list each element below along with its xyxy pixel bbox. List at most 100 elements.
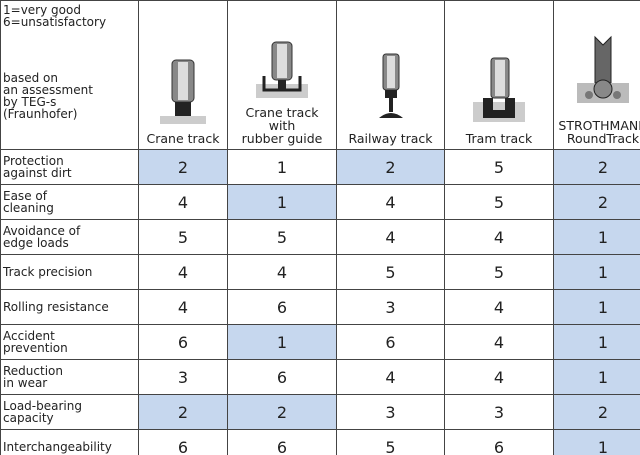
rating-cell: 2 xyxy=(553,184,640,220)
rating-cell: 2 xyxy=(336,149,445,185)
column-header-line: rubber guide xyxy=(241,131,323,146)
icon xyxy=(577,35,629,103)
rating-cell: 4 xyxy=(138,254,228,290)
table-row: Accident prevention 6 1 6 4 1 xyxy=(0,324,640,360)
rating-cell: 1 xyxy=(553,359,640,395)
row-label-line: Reduction xyxy=(3,364,63,378)
rating-cell: 5 xyxy=(336,254,445,290)
row-label-line: cleaning xyxy=(3,201,54,215)
column-header: STROTHMANN RoundTrack xyxy=(553,0,640,150)
row-label: Load-bearing capacity xyxy=(0,394,139,430)
rating-cell: 5 xyxy=(444,184,554,220)
rating-cell: 4 xyxy=(444,289,554,325)
row-label: Protection against dirt xyxy=(0,149,139,185)
row-label-line: prevention xyxy=(3,341,68,355)
column-header: Crane track xyxy=(138,0,228,150)
rating-cell: 1 xyxy=(553,254,640,290)
note-line: an assessment xyxy=(3,83,93,97)
rating-cell: 3 xyxy=(444,394,554,430)
row-label-line: Ease of xyxy=(3,189,47,203)
row-label: Interchangeability xyxy=(0,429,139,455)
row-label: Rolling resistance xyxy=(0,289,139,325)
row-label-line: Accident xyxy=(3,329,55,343)
rating-cell: 1 xyxy=(553,429,640,455)
rating-cell: 6 xyxy=(227,359,337,395)
row-label-line: Protection xyxy=(3,154,64,168)
icon xyxy=(473,57,525,122)
column-header-line: Crane track xyxy=(146,131,220,146)
rating-cell: 1 xyxy=(553,289,640,325)
icon xyxy=(378,53,403,118)
rating-cell: 2 xyxy=(553,149,640,185)
rating-cell: 4 xyxy=(444,219,554,255)
rating-cell: 4 xyxy=(336,184,445,220)
column-header: Tram track xyxy=(444,0,554,150)
icon xyxy=(256,41,308,98)
table-row: Reduction in wear 3 6 4 4 1 xyxy=(0,359,640,395)
row-label-line: in wear xyxy=(3,376,48,390)
rating-cell: 5 xyxy=(138,219,228,255)
note-line: by TEG-s xyxy=(3,95,57,109)
row-label-line: Avoidance of xyxy=(3,224,81,238)
rating-cell: 6 xyxy=(227,289,337,325)
note-line: 1=very good xyxy=(3,3,81,17)
rating-cell: 6 xyxy=(227,429,337,455)
rating-cell: 4 xyxy=(227,254,337,290)
column-header: Railway track xyxy=(336,0,445,150)
column-header-line: STROTHMANN xyxy=(558,118,640,133)
rating-cell: 4 xyxy=(444,324,554,360)
rating-cell: 4 xyxy=(336,219,445,255)
rating-cell: 4 xyxy=(138,184,228,220)
table-row: Track precision 4 4 5 5 1 xyxy=(0,254,640,290)
rating-cell: 2 xyxy=(138,149,228,185)
table-row: Protection against dirt 2 1 2 5 2 xyxy=(0,149,640,185)
column-header: Crane track with rubber guide xyxy=(227,0,337,150)
rating-cell: 5 xyxy=(444,149,554,185)
rating-cell: 1 xyxy=(227,184,337,220)
row-label-line: edge loads xyxy=(3,236,69,250)
rating-cell: 4 xyxy=(138,289,228,325)
rating-cell: 3 xyxy=(336,289,445,325)
row-label-line: Interchangeability xyxy=(3,440,112,454)
rating-cell: 1 xyxy=(227,149,337,185)
table-row: Rolling resistance 4 6 3 4 1 xyxy=(0,289,640,325)
rating-cell: 6 xyxy=(138,324,228,360)
rating-cell: 3 xyxy=(336,394,445,430)
icon xyxy=(160,59,206,124)
rating-cell: 1 xyxy=(227,324,337,360)
rating-cell: 3 xyxy=(138,359,228,395)
column-header-line: with xyxy=(268,118,296,133)
rating-cell: 1 xyxy=(553,219,640,255)
column-header-line: Crane track xyxy=(245,105,319,120)
rating-cell: 5 xyxy=(444,254,554,290)
table-row: Avoidance of edge loads 5 5 4 4 1 xyxy=(0,219,640,255)
row-label: Ease of cleaning xyxy=(0,184,139,220)
rating-cell: 2 xyxy=(227,394,337,430)
rating-cell: 5 xyxy=(227,219,337,255)
row-label-line: Rolling resistance xyxy=(3,300,109,314)
row-label-line: Track precision xyxy=(3,265,93,279)
row-label: Avoidance of edge loads xyxy=(0,219,139,255)
column-header-line: Railway track xyxy=(348,131,433,146)
note-line: (Fraunhofer) xyxy=(3,107,78,121)
table-row: Interchangeability 6 6 5 6 1 xyxy=(0,429,640,455)
rating-cell: 6 xyxy=(444,429,554,455)
row-label-line: against dirt xyxy=(3,166,72,180)
row-label-line: Load-bearing xyxy=(3,399,82,413)
rating-cell: 2 xyxy=(138,394,228,430)
column-header-line: Tram track xyxy=(465,131,533,146)
row-label: Accident prevention xyxy=(0,324,139,360)
table-row: Ease of cleaning 4 1 4 5 2 xyxy=(0,184,640,220)
rating-cell: 6 xyxy=(138,429,228,455)
rating-cell: 5 xyxy=(336,429,445,455)
row-label-line: capacity xyxy=(3,411,54,425)
rating-cell: 1 xyxy=(553,324,640,360)
column-header-line: RoundTrack xyxy=(566,131,640,146)
header-row: 1=very good 6=unsatisfactory based on an… xyxy=(0,0,640,150)
corner-note: 1=very good 6=unsatisfactory based on an… xyxy=(0,0,139,150)
table-row: Load-bearing capacity 2 2 3 3 2 xyxy=(0,394,640,430)
rating-cell: 4 xyxy=(444,359,554,395)
note-line: based on xyxy=(3,71,58,85)
